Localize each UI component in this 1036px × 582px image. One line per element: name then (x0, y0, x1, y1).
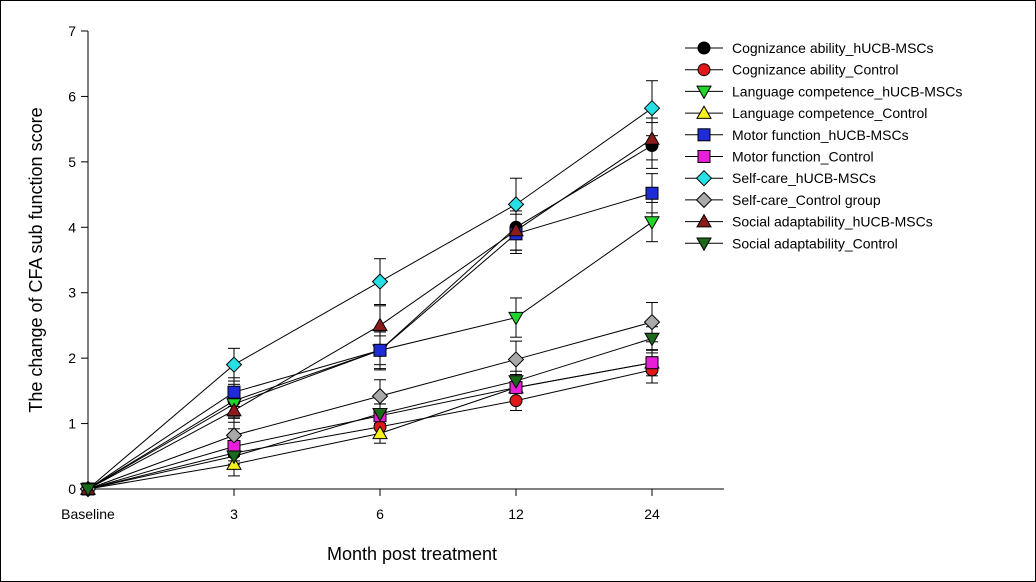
legend-marker (697, 150, 711, 163)
data-point (644, 130, 660, 145)
legend-label: Motor function_hUCB-MSCs (732, 127, 909, 143)
data-point (80, 483, 96, 498)
legend: Cognizance ability_hUCB-MSCs Cognizance a… (685, 40, 962, 252)
data-point (644, 332, 660, 347)
data-point (508, 222, 524, 237)
legend-label: Social adaptability_hUCB-MSCs (732, 214, 933, 230)
legend-label: Cognizance ability_hUCB-MSCs (732, 40, 934, 56)
data-point (643, 99, 661, 117)
series-line (87, 338, 653, 490)
data-point (372, 408, 388, 422)
y-tick-label: 1 (68, 416, 76, 432)
x-tick-label: 3 (230, 506, 238, 522)
legend-marker (696, 85, 712, 100)
data-point (226, 402, 242, 417)
data-point (508, 375, 524, 390)
series-line (87, 145, 653, 490)
series-line (87, 221, 653, 490)
legend-marker (696, 213, 712, 228)
x-tick-label: 24 (644, 506, 660, 522)
legend-marker (695, 169, 713, 187)
data-point (372, 425, 388, 440)
data-point (226, 450, 242, 465)
y-tick-label: 4 (68, 219, 76, 235)
data-point (645, 186, 659, 200)
y-tick-label: 7 (68, 23, 76, 39)
data-point (643, 313, 661, 331)
series-line (87, 107, 653, 490)
y-tick-label: 2 (68, 350, 76, 366)
legend-label: Language competence_Control (732, 105, 927, 121)
data-point (371, 273, 389, 290)
y-tick-label: 5 (68, 154, 76, 170)
legend-marker (696, 105, 712, 119)
legend-marker (695, 191, 713, 209)
legend-marker (696, 237, 712, 252)
legend-marker (697, 63, 711, 77)
data-point (507, 196, 525, 213)
data-point (508, 311, 524, 326)
data-point (225, 427, 243, 444)
x-tick-label: Baseline (61, 506, 115, 522)
data-point (373, 343, 387, 357)
series-line (87, 138, 653, 490)
legend-label: Cognizance ability_Control (732, 62, 899, 78)
legend-marker (697, 128, 711, 142)
data-point (372, 317, 388, 332)
series-line (87, 192, 653, 490)
y-tick-label: 3 (68, 285, 76, 301)
data-point (507, 351, 525, 368)
legend-label: Self-care_hUCB-MSCs (732, 170, 876, 186)
data-point (509, 394, 523, 408)
legend-label: Language competence_hUCB-MSCs (732, 83, 962, 99)
x-tick-label: 12 (508, 506, 524, 522)
y-axis-label: The change of CFA sub function score (26, 107, 46, 412)
legend-label: Motor function_Control (732, 149, 874, 165)
series-line (87, 369, 653, 490)
y-tick-label: 6 (68, 88, 76, 104)
data-point (225, 356, 243, 373)
data-point (371, 387, 389, 405)
x-tick-label: 6 (376, 506, 384, 522)
data-point (227, 385, 241, 399)
x-axis-label: Month post treatment (327, 544, 497, 564)
data-point (644, 216, 660, 231)
data-point (645, 356, 659, 370)
legend-label: Social adaptability_Control (732, 235, 898, 251)
legend-label: Self-care_Control group (732, 192, 881, 208)
y-tick-label: 0 (68, 481, 76, 497)
legend-marker (697, 41, 711, 55)
